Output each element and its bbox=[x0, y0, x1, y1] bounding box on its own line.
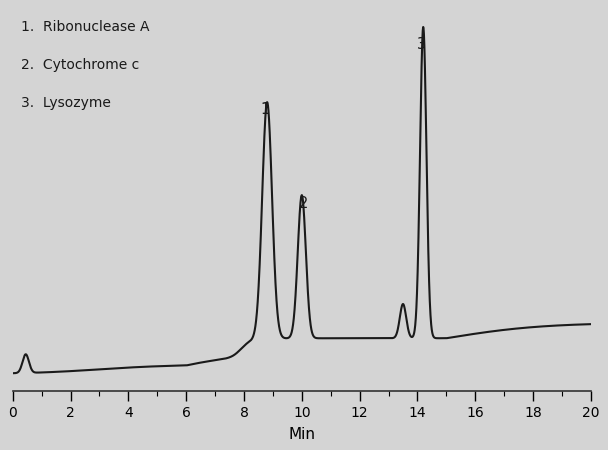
Text: 1: 1 bbox=[260, 102, 269, 117]
Text: 1.  Ribonuclease A: 1. Ribonuclease A bbox=[21, 20, 150, 34]
X-axis label: Min: Min bbox=[288, 427, 316, 441]
Text: 2.  Cytochrome c: 2. Cytochrome c bbox=[21, 58, 140, 72]
Text: 2: 2 bbox=[299, 196, 308, 211]
Text: 3: 3 bbox=[417, 37, 426, 52]
Text: 3.  Lysozyme: 3. Lysozyme bbox=[21, 96, 111, 110]
